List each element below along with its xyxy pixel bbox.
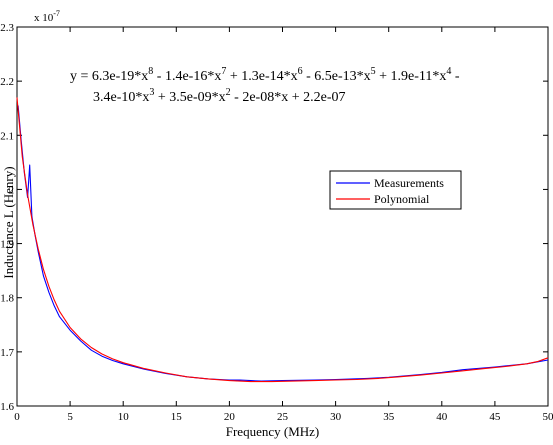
equation-line-1: y = 6.3e-19*x8 - 1.4e-16*x7 + 1.3e-14*x6… [70,66,460,84]
x-tick-label: 20 [224,411,236,423]
equation-term: + 3.5e-09*x [154,90,225,105]
y-tick-label: 2.1 [0,130,14,142]
y-exponent-power: -7 [53,9,60,18]
equation-term: y = 6.3e-19*x [70,69,148,84]
y-tick-label: 1.8 [0,293,14,305]
legend-label-measurements: Measurements [374,176,444,190]
equation-term: - 1.4e-16*x [153,69,221,84]
y-exponent-label: x 10-7 [34,9,60,24]
equation-term: + 1.9e-11*x [376,69,447,84]
equation-term: - 6.5e-13*x [303,69,371,84]
y-tick-label: 1.7 [0,347,14,359]
equation-exponent: 8 [148,66,153,77]
y-axis-label: Inductance L (Henry) [1,166,16,278]
x-tick-label: 10 [118,411,130,423]
equation-line-2: 3.4e-10*x3 + 3.5e-09*x2 - 2e-08*x + 2.2e… [93,87,345,105]
legend-box [329,170,462,210]
equation-term: - 2e-08*x + 2.2e-07 [231,90,346,105]
series-line-polynomial [16,97,549,383]
legend-label-polynomial: Polynomial [374,192,430,206]
equation-exponent: 4 [446,66,451,77]
x-tick-label: 40 [436,411,448,423]
equation-exponent: 6 [298,66,303,77]
y-tick-label: 1.6 [0,401,14,413]
equation-exponent: 2 [226,87,231,98]
x-tick-label: 5 [67,411,73,423]
equation-exponent: 5 [371,66,376,77]
x-axis-label: Frequency (MHz) [226,424,320,439]
x-tick-label: 15 [171,411,183,423]
x-tick-label: 50 [543,411,553,423]
equation-term: - [451,69,460,84]
x-tick-label: 25 [277,411,289,423]
equation-exponent: 3 [149,87,154,98]
axes-box [16,26,549,407]
y-tick-label: 2 [9,184,15,196]
y-tick-label: 2.2 [0,76,14,88]
y-tick-label: 1.9 [0,239,14,251]
x-tick-label: 30 [330,411,342,423]
x-tick-label: 0 [14,411,20,423]
x-tick-label: 35 [383,411,395,423]
x-tick-label: 45 [489,411,501,423]
equation-term: 3.4e-10*x [93,90,149,105]
y-tick-label: 2.3 [0,22,14,34]
y-exponent-base: x 10 [34,12,54,24]
plot-area: 0 5 10 15 20 25 30 35 40 45 501.61.71.81.922.12.22… [0,9,553,439]
equation-term: + 1.3e-14*x [226,69,297,84]
equation-exponent: 7 [221,66,226,77]
